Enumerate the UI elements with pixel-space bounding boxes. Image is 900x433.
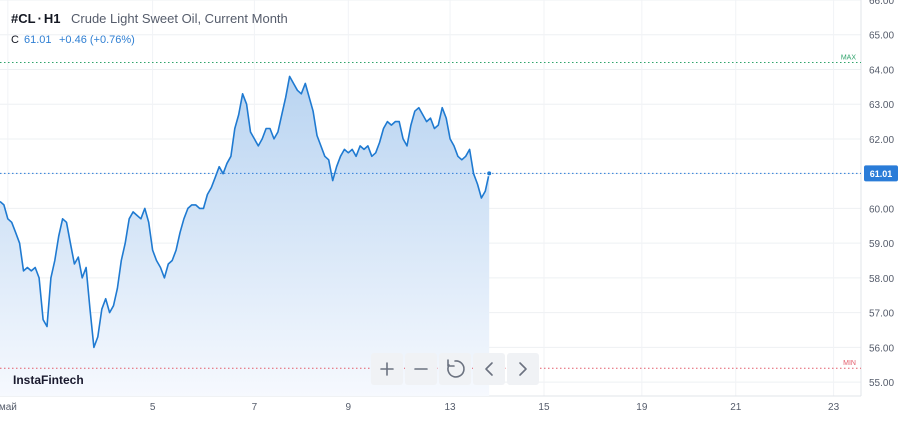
brand-logo: InstaFintech	[13, 373, 84, 387]
chart-controls	[371, 353, 539, 385]
chevron-right-icon	[519, 362, 527, 376]
y-tick-label: 64.00	[869, 65, 894, 76]
y-tick-label: 63.00	[869, 100, 894, 111]
close-value: 61.01	[24, 34, 52, 46]
zoom-in-button[interactable]	[371, 353, 403, 385]
price-axis: 55.0056.0057.0058.0059.0060.0061.0062.00…	[869, 0, 894, 389]
instrument-description: Crude Light Sweet Oil, Current Month	[71, 11, 288, 26]
x-tick-label: 19	[636, 402, 648, 413]
last-price-badge-label: 61.01	[870, 169, 893, 179]
y-tick-label: 57.00	[869, 309, 894, 320]
symbol-label: #CL · H1	[11, 11, 61, 26]
y-tick-label: 56.00	[869, 343, 894, 354]
zoom-out-button[interactable]	[405, 353, 437, 385]
x-tick-label: 21	[730, 402, 742, 413]
price-change: +0.46 (+0.76%)	[59, 34, 135, 46]
reference-lines: MAX MIN	[0, 55, 861, 369]
y-tick-label: 66.00	[869, 0, 894, 7]
last-price-badge	[864, 165, 898, 182]
y-tick-label: 55.00	[869, 378, 894, 389]
x-tick-label: 5	[150, 402, 156, 413]
scroll-right-button[interactable]	[507, 353, 539, 385]
reset-button[interactable]	[439, 353, 471, 385]
last-point-dot	[486, 170, 493, 177]
x-tick-label: 7	[252, 402, 258, 413]
series-area	[0, 76, 490, 397]
y-tick-label: 60.00	[869, 204, 894, 215]
series-line	[0, 75, 490, 349]
time-axis: май 5 7 9 13 15 19 21 23	[0, 402, 840, 413]
plus-icon	[380, 362, 394, 376]
x-tick-label: 13	[445, 402, 457, 413]
y-tick-label: 59.00	[869, 239, 894, 250]
max-label: MAX	[841, 55, 857, 62]
close-prefix: C	[11, 34, 19, 46]
chevron-left-icon	[485, 362, 493, 376]
y-tick-label: 62.00	[869, 135, 894, 146]
x-tick-label: 9	[346, 402, 352, 413]
y-tick-label: 58.00	[869, 274, 894, 285]
y-tick-label: 65.00	[869, 31, 894, 42]
last-price-marker: 61.01	[0, 165, 898, 182]
reset-icon	[447, 359, 465, 378]
x-tick-label: 23	[828, 402, 840, 413]
scroll-left-button[interactable]	[473, 353, 505, 385]
x-tick-label: май	[0, 402, 17, 413]
x-tick-label: 15	[538, 402, 550, 413]
min-label: MIN	[843, 360, 856, 367]
